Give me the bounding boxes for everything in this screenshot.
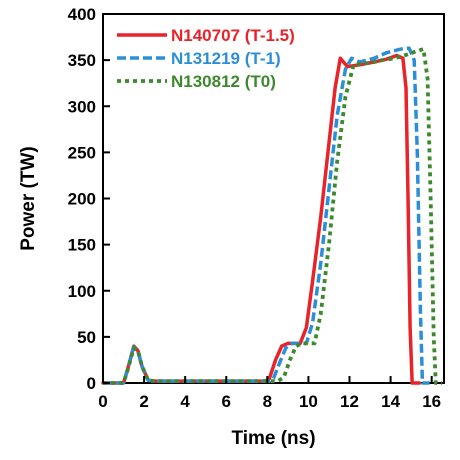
legend-label-3: N130812 (T0) <box>171 72 276 91</box>
plot-frame <box>102 13 445 384</box>
y-axis-title: Power (TW) <box>18 146 39 251</box>
legend-label-1: N140707 (T-1.5) <box>171 26 295 45</box>
series-line-1 <box>101 53 422 385</box>
x-tick-label: 10 <box>299 392 318 411</box>
x-tick-label: 4 <box>180 392 190 411</box>
x-tick-label: 14 <box>381 392 400 411</box>
y-tick-label: 100 <box>68 282 96 301</box>
x-tick-label: 0 <box>98 392 107 411</box>
y-tick-label: 200 <box>68 190 96 209</box>
x-tick-label: 12 <box>340 392 359 411</box>
x-axis-title: Time (ns) <box>231 428 315 449</box>
series-line-3 <box>103 47 442 385</box>
x-tick-label: 8 <box>263 392 272 411</box>
series-line-2 <box>103 46 430 385</box>
y-tick-label: 400 <box>68 5 96 24</box>
legend-label-2: N131219 (T-1) <box>171 49 281 68</box>
y-tick-label: 300 <box>68 97 96 116</box>
x-tick-label: 2 <box>139 392 148 411</box>
y-tick-label: 350 <box>68 51 96 70</box>
x-tick-label: 6 <box>222 392 231 411</box>
y-tick-label: 150 <box>68 236 96 255</box>
x-tick-label: 16 <box>422 392 441 411</box>
y-tick-label: 250 <box>68 143 96 162</box>
y-tick-label: 50 <box>77 328 96 347</box>
y-tick-label: 0 <box>87 374 96 393</box>
